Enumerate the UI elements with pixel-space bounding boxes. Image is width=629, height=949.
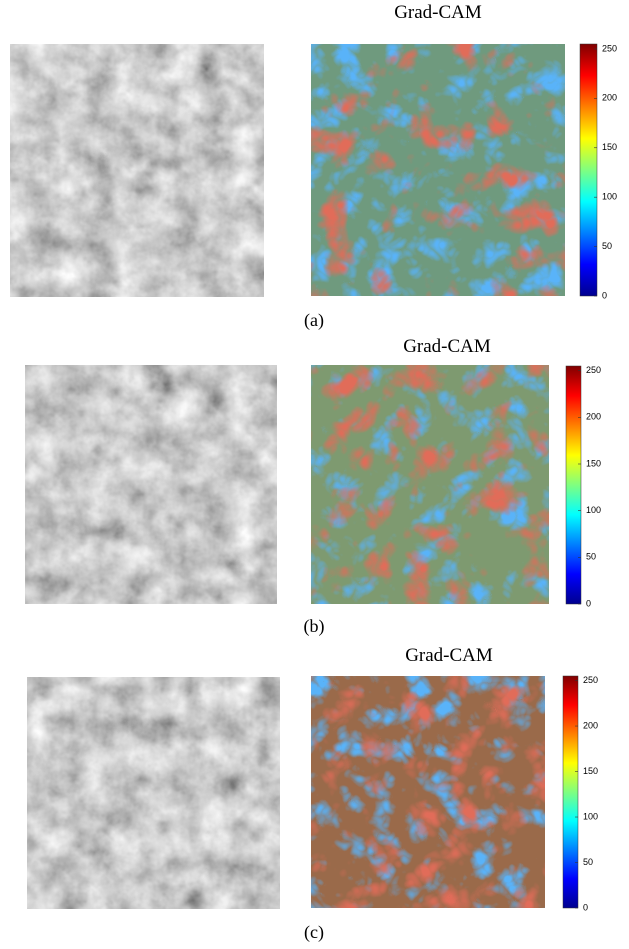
heatmap-hot [311,676,545,908]
colorbar [563,676,578,908]
figure: Grad-CAM (a) 0 50 100 150 200 250 Grad-CAM (b) 0 50… [0,0,629,949]
colorbar-tick-label: 50 [583,857,593,867]
colorbar-tick-label: 200 [586,412,601,422]
colorbar-tick-label: 150 [586,458,601,468]
panel-caption: (b) [304,616,325,637]
colorbar-tick-label: 0 [586,598,591,608]
colorbar-tick-label: 250 [602,43,617,53]
colorbar-tick-label: 250 [583,675,598,685]
colorbar-tick-label: 200 [602,93,617,103]
colorbar-tick-label: 250 [586,365,601,375]
colorbar-tick-label: 50 [586,552,596,562]
heatmap-hot [311,365,549,604]
sem-image [10,44,264,297]
panel-title: Grad-CAM [403,336,491,357]
panel-title: Grad-CAM [394,2,482,23]
colorbar-tick-label: 100 [602,192,617,202]
panel-title: Grad-CAM [405,645,493,666]
colorbar [580,44,597,296]
panel-caption: (a) [304,310,324,331]
colorbar-tick-label: 200 [583,720,598,730]
heatmap-hot [311,44,565,296]
colorbar-tick-label: 100 [583,811,598,821]
colorbar-tick-label: 150 [602,142,617,152]
sem-image [27,677,280,909]
colorbar-tick-label: 100 [586,505,601,515]
colorbar-tick-label: 0 [602,290,607,300]
colorbar-tick-label: 150 [583,766,598,776]
colorbar-tick-label: 0 [583,902,588,912]
colorbar [566,366,581,604]
panel-caption: (c) [304,922,324,943]
sem-image [25,365,277,604]
colorbar-tick-label: 50 [602,241,612,251]
